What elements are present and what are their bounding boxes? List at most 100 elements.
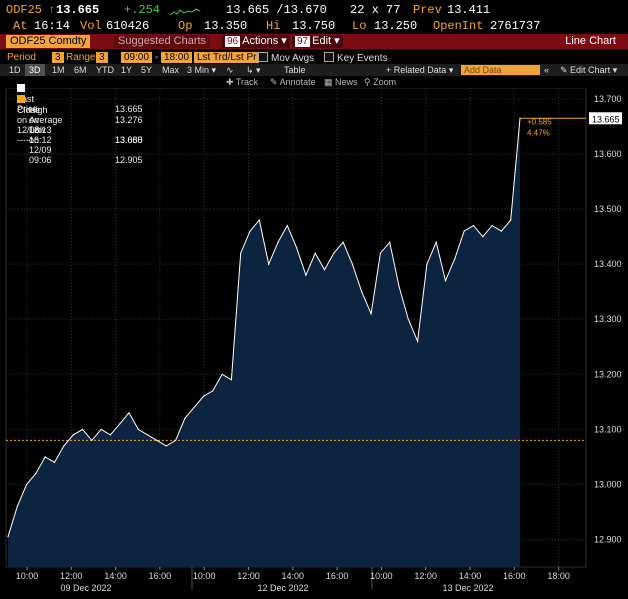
legend-value: 12.905	[115, 155, 143, 165]
range-to-time[interactable]: 18:00	[161, 52, 193, 63]
price-point	[240, 252, 242, 254]
price-field-select[interactable]: Lst Trd/Lst Pr	[194, 52, 260, 63]
pencil-icon: ✎	[270, 77, 278, 87]
y-tick-label: 13.200	[594, 369, 622, 379]
add-data-input[interactable]: Add Data	[461, 65, 540, 75]
y-tick-label: 13.700	[594, 94, 622, 104]
price-point	[109, 434, 111, 436]
period-input[interactable]: 3	[52, 52, 64, 63]
x-tick-label: 10:00	[16, 571, 39, 581]
up-arrow-icon: ↑	[48, 3, 56, 17]
ticker-symbol[interactable]: ODF25	[6, 3, 43, 17]
prev-close: 13.411	[447, 3, 491, 17]
mov-avgs-toggle[interactable]: Mov Avgs	[258, 52, 314, 64]
interval-value: 3 Min	[187, 65, 210, 75]
range-3d[interactable]: 3D	[25, 64, 45, 76]
amber-swatch-icon	[17, 95, 25, 103]
price-point	[407, 318, 409, 320]
price-point	[119, 423, 121, 425]
related-data-label: Related Data	[393, 65, 447, 75]
range-1d[interactable]: 1D	[9, 65, 21, 75]
annotate-tool[interactable]: ✎ Annotate	[270, 77, 316, 88]
key-events-toggle[interactable]: Key Events	[324, 52, 388, 64]
price-point	[184, 417, 186, 419]
legend-value: 13.665	[115, 104, 143, 114]
price-point	[444, 280, 447, 282]
interval-select[interactable]: 3 Min ▾	[187, 65, 217, 75]
security-field[interactable]: ODF25 Comdty	[6, 35, 91, 48]
price-chart[interactable]: 13.700 13.600 13.500 13.400 13.300 13.200 13.1…	[0, 88, 628, 599]
price-point	[426, 263, 428, 265]
range-input[interactable]: 3	[96, 52, 108, 63]
price-point	[389, 241, 391, 243]
x-tick-label: 10:00	[193, 571, 216, 581]
track-label: Track	[235, 77, 259, 87]
price-point	[454, 258, 456, 260]
range-6m[interactable]: 6M	[74, 65, 87, 75]
price-point	[472, 225, 475, 227]
related-data-button[interactable]: + Related Data ▾	[386, 65, 454, 75]
line-chart-icon[interactable]: ∿	[226, 65, 234, 75]
price-point	[249, 230, 251, 232]
range-max[interactable]: Max	[162, 65, 180, 75]
price-point	[137, 428, 139, 430]
y-tick-label: 13.000	[594, 479, 622, 489]
table-button[interactable]: Table	[284, 65, 306, 75]
edit-label: Edit	[312, 35, 332, 47]
day-label: 12 Dec 2022	[257, 583, 308, 593]
price-point	[482, 236, 484, 238]
price-point	[63, 445, 65, 447]
vol-label: Vol	[80, 19, 102, 33]
chart-style-dropdown[interactable]: ↳ ▾	[246, 65, 261, 75]
price-point	[35, 472, 37, 475]
open-price: 13.350	[204, 19, 248, 33]
y-tick-label: 13.300	[594, 314, 622, 324]
last-price: 13.665	[56, 3, 100, 17]
price-point	[417, 340, 419, 342]
range-from-time[interactable]: 09:00	[121, 52, 153, 63]
legend-close: Close on 12/08 ---- 13.080	[17, 95, 143, 145]
track-tool[interactable]: ✚ Track	[226, 77, 258, 88]
price-point	[286, 225, 288, 227]
price-point	[314, 252, 316, 254]
magnifier-icon: ⚲	[364, 77, 371, 87]
at-label: At	[13, 19, 28, 33]
key-events-label: Key Events	[337, 53, 388, 64]
edit-menu[interactable]: 97 Edit ▾	[292, 35, 343, 48]
zoom-tool[interactable]: ⚲ Zoom	[364, 77, 396, 88]
range-ytd[interactable]: YTD	[96, 65, 114, 75]
price-point	[7, 536, 9, 538]
price-point	[100, 428, 102, 430]
price-point	[268, 263, 270, 265]
title-bar: ODF25 Comdty Suggested Charts 96 Actions …	[0, 34, 628, 49]
price-point	[277, 241, 279, 243]
low-label: Lo	[352, 19, 367, 33]
range-5y[interactable]: 5Y	[141, 65, 153, 75]
high-price: 13.750	[292, 19, 336, 33]
news-icon: ▦	[324, 77, 333, 87]
price-point	[44, 456, 46, 458]
y-tick-label: 13.100	[594, 424, 622, 434]
period-label: Period	[7, 52, 36, 63]
price-point	[53, 461, 56, 463]
y-tick-label: 13.500	[594, 204, 622, 214]
open-label: Op	[178, 19, 193, 33]
range-separator: -	[155, 52, 159, 63]
legend-value: 13.276	[115, 115, 143, 125]
price-point	[305, 274, 307, 276]
price-point	[212, 390, 214, 392]
range-1y[interactable]: 1Y	[121, 65, 133, 75]
news-tool[interactable]: ▦ News	[324, 77, 358, 88]
edit-chart-button[interactable]: ✎ Edit Chart ▾	[560, 65, 618, 75]
suggested-charts-button[interactable]: Suggested Charts	[114, 35, 211, 48]
legend-label: Close on 12/08 ----	[17, 105, 41, 145]
white-swatch-icon	[17, 84, 25, 92]
checkbox-icon	[324, 52, 334, 62]
actions-label: Actions	[242, 35, 279, 47]
range-1m[interactable]: 1M	[52, 65, 65, 75]
open-interest: 2761737	[490, 19, 541, 33]
collapse-icon[interactable]: «	[544, 65, 550, 75]
price-point	[202, 395, 205, 397]
mov-avgs-label: Mov Avgs	[271, 53, 315, 64]
actions-menu[interactable]: 96 Actions ▾	[222, 35, 290, 48]
